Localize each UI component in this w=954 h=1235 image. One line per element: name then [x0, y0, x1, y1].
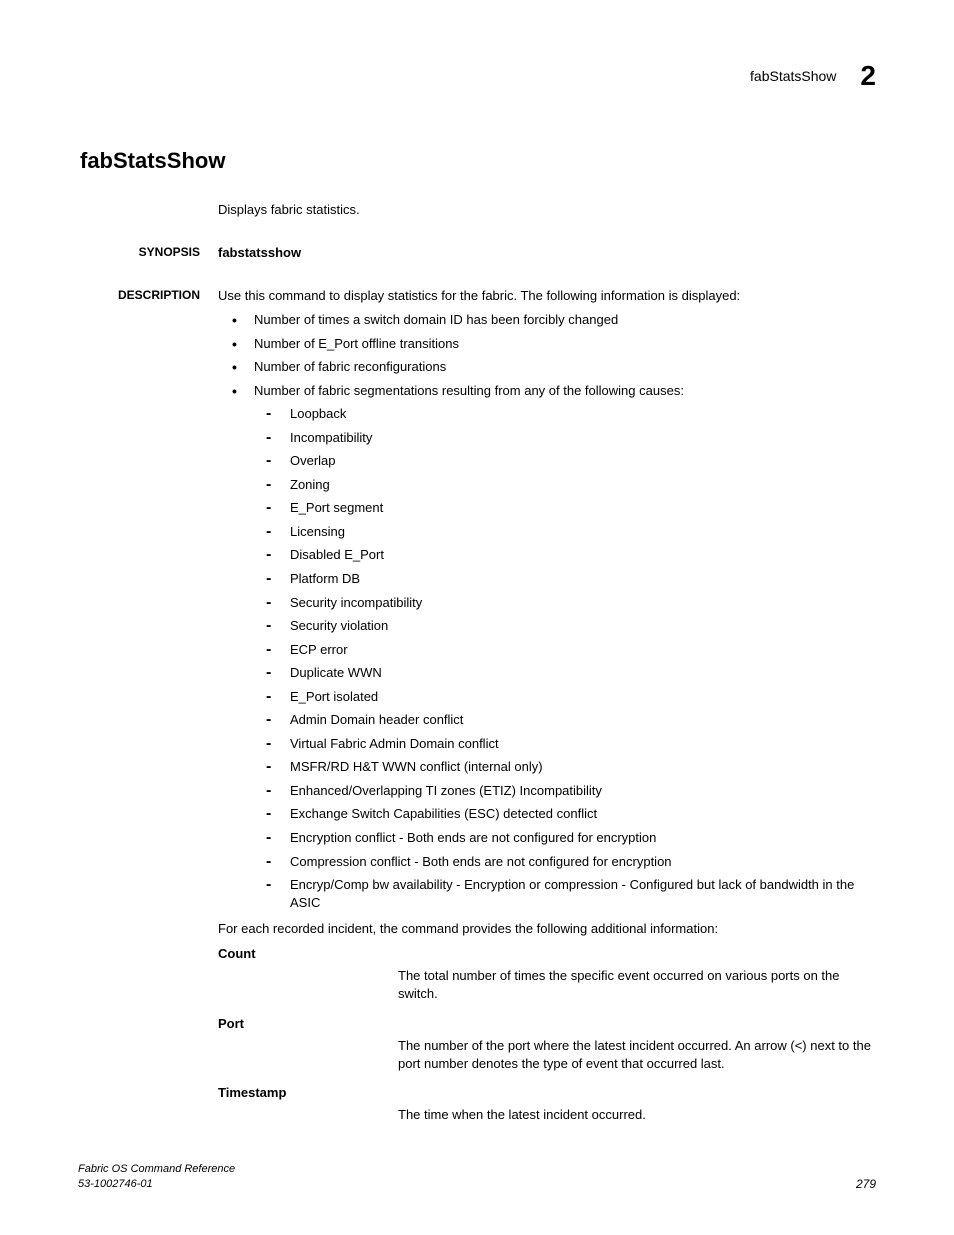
bullet-item: Number of E_Port offline transitions — [218, 335, 876, 353]
cause-item: Licensing — [218, 523, 876, 541]
cause-item: MSFR/RD H&T WWN conflict (internal only) — [218, 758, 876, 776]
page-header: fabStatsShow 2 — [78, 60, 876, 92]
cause-item: E_Port isolated — [218, 688, 876, 706]
bullet-item: Number of fabric reconfigurations — [218, 358, 876, 376]
cause-item: ECP error — [218, 641, 876, 659]
header-chapter-number: 2 — [860, 60, 876, 92]
page-footer: Fabric OS Command Reference 53-1002746-0… — [78, 1162, 876, 1191]
cause-item: Loopback — [218, 405, 876, 423]
cause-item: Zoning — [218, 476, 876, 494]
followup-text: For each recorded incident, the command … — [218, 921, 876, 936]
causes-list: Loopback Incompatibility Overlap Zoning … — [218, 405, 876, 911]
footer-doc-id: 53-1002746-01 — [78, 1177, 235, 1191]
def-text: The total number of times the specific e… — [398, 967, 876, 1003]
synopsis-section: SYNOPSIS fabstatsshow — [218, 245, 876, 260]
cause-item: E_Port segment — [218, 499, 876, 517]
bullet-item: Number of fabric segmentations resulting… — [218, 382, 876, 400]
footer-page-number: 279 — [856, 1177, 876, 1191]
footer-doc-title: Fabric OS Command Reference — [78, 1162, 235, 1176]
bullet-item: Number of times a switch domain ID has b… — [218, 311, 876, 329]
def-text: The time when the latest incident occurr… — [398, 1106, 876, 1124]
description-bullets: Number of times a switch domain ID has b… — [218, 311, 876, 399]
cause-item: Overlap — [218, 452, 876, 470]
def-term: Count — [218, 946, 876, 961]
cause-item: Encryp/Comp bw availability - Encryption… — [218, 876, 876, 911]
cause-item: Incompatibility — [218, 429, 876, 447]
description-lead: Use this command to display statistics f… — [218, 288, 876, 303]
cause-item: Security incompatibility — [218, 594, 876, 612]
def-term: Port — [218, 1016, 876, 1031]
def-timestamp: Timestamp The time when the latest incid… — [218, 1085, 876, 1124]
cause-item: Exchange Switch Capabilities (ESC) detec… — [218, 805, 876, 823]
synopsis-label: SYNOPSIS — [78, 245, 218, 259]
def-port: Port The number of the port where the la… — [218, 1016, 876, 1073]
header-command-label: fabStatsShow — [750, 68, 836, 84]
def-text: The number of the port where the latest … — [398, 1037, 876, 1073]
cause-item: Duplicate WWN — [218, 664, 876, 682]
description-label: DESCRIPTION — [78, 288, 218, 302]
cause-item: Security violation — [218, 617, 876, 635]
cause-item: Enhanced/Overlapping TI zones (ETIZ) Inc… — [218, 782, 876, 800]
page-title: fabStatsShow — [80, 148, 876, 174]
content-area: Displays fabric statistics. SYNOPSIS fab… — [218, 202, 876, 1136]
def-term: Timestamp — [218, 1085, 876, 1100]
def-count: Count The total number of times the spec… — [218, 946, 876, 1003]
cause-item: Compression conflict - Both ends are not… — [218, 853, 876, 871]
cause-item: Encryption conflict - Both ends are not … — [218, 829, 876, 847]
footer-left: Fabric OS Command Reference 53-1002746-0… — [78, 1162, 235, 1191]
cause-item: Disabled E_Port — [218, 546, 876, 564]
cause-item: Virtual Fabric Admin Domain conflict — [218, 735, 876, 753]
intro-text: Displays fabric statistics. — [218, 202, 876, 217]
synopsis-command: fabstatsshow — [218, 245, 301, 260]
cause-item: Admin Domain header conflict — [218, 711, 876, 729]
cause-item: Platform DB — [218, 570, 876, 588]
description-section: DESCRIPTION Use this command to display … — [218, 288, 876, 1136]
